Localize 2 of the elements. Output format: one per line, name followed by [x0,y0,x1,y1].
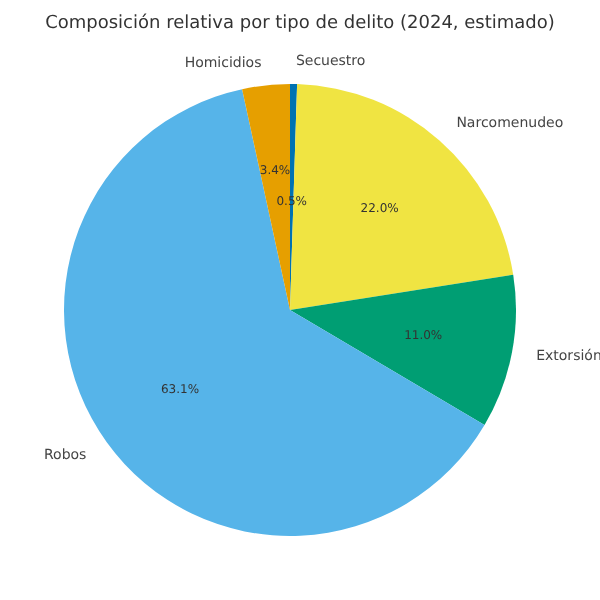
pie-slice [290,274,516,426]
chart-title: Composición relativa por tipo de delito (2024, estimado) [45,12,555,34]
